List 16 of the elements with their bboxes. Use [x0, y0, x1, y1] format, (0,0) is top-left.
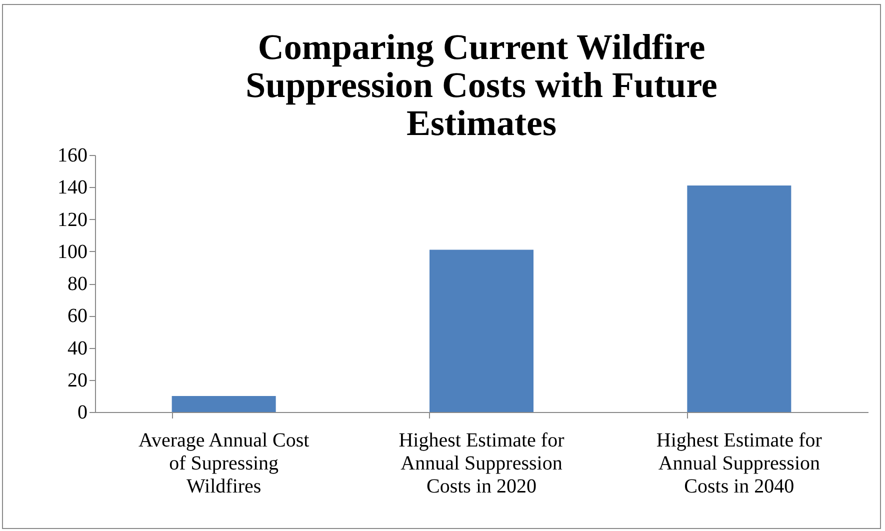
- y-tick-label: 100: [58, 240, 88, 263]
- y-tick-label: 160: [58, 144, 88, 166]
- y-tick-label: 140: [58, 176, 88, 199]
- bar: [687, 186, 792, 412]
- y-tick-label: 60: [68, 305, 88, 328]
- x-tick-label: Average Annual Cost of Supressing Wildfires: [138, 430, 310, 498]
- y-tick-label: 40: [68, 337, 88, 360]
- y-tick-label: 120: [58, 208, 88, 231]
- x-tick-label: Highest Estimate for Annual Suppression Costs in 2040: [656, 430, 822, 498]
- chart-title: Comparing Current Wildfire Suppression Costs with Future Estimates: [246, 27, 718, 143]
- bar: [430, 250, 534, 412]
- x-tick-label: Highest Estimate for Annual Suppression Costs in 2020: [398, 430, 565, 498]
- y-tick-label: 80: [68, 273, 88, 295]
- y-tick-label: 0: [78, 402, 88, 424]
- y-tick-label: 20: [68, 369, 88, 392]
- bar: [172, 396, 276, 412]
